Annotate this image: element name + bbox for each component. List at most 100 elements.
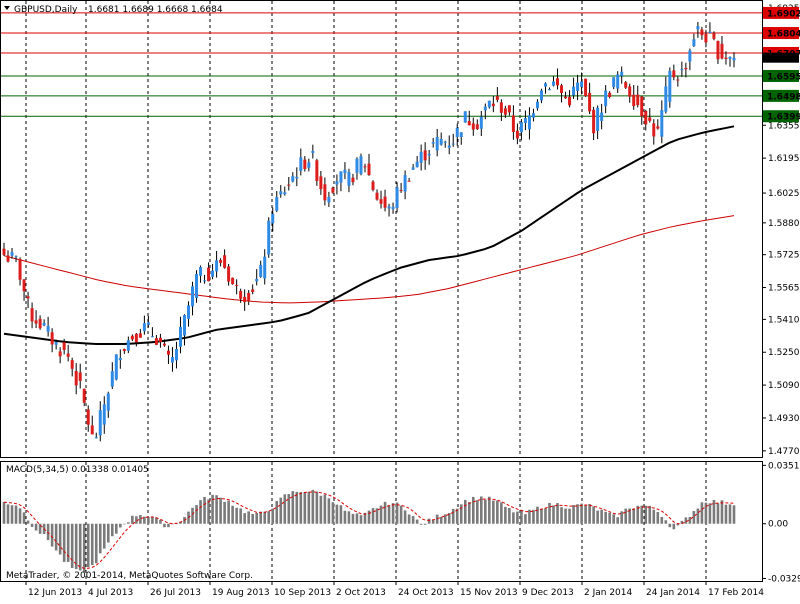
- macd-bar: [604, 511, 607, 524]
- macd-tick-label: 0.00: [768, 520, 788, 530]
- candle-body: [459, 132, 463, 138]
- candle-body: [539, 90, 543, 101]
- macd-bar: [528, 509, 531, 524]
- macd-bar: [700, 502, 704, 524]
- candle-body: [50, 332, 54, 345]
- candle-body: [154, 338, 158, 345]
- candle-body: [371, 181, 375, 190]
- candle-body: [231, 277, 235, 285]
- ma-slow-line: [3, 125, 735, 345]
- macd-bar: [532, 509, 535, 524]
- candle-body: [648, 117, 652, 121]
- triangle-down-icon[interactable]: [4, 6, 10, 10]
- macd-bar: [720, 500, 724, 524]
- macd-bar: [672, 523, 676, 530]
- candle-body: [146, 322, 150, 325]
- candle-body: [323, 184, 327, 201]
- macd-bar: [291, 491, 295, 524]
- candle-body: [431, 142, 435, 144]
- x-tick-label: 17 Feb 2014: [708, 588, 764, 598]
- macd-bar: [127, 522, 130, 524]
- macd-bar: [34, 523, 38, 531]
- candle-body: [724, 57, 728, 59]
- candle-body: [191, 286, 195, 307]
- candle-body: [235, 284, 239, 286]
- macd-bar: [644, 505, 648, 524]
- candle-body: [174, 348, 178, 361]
- macd-bar: [471, 496, 475, 524]
- candle-body: [688, 50, 692, 62]
- level-tags: 1.69021.68041.67071.65951.64981.63991.66…: [763, 6, 800, 123]
- candle-body: [624, 82, 628, 88]
- macd-bar: [536, 506, 539, 524]
- x-tick-label: 10 Sep 2013: [274, 588, 331, 598]
- candles: [2, 21, 736, 442]
- y-tick-label: 1.5725: [768, 251, 800, 261]
- macd-bar: [431, 520, 435, 524]
- macd-bar: [38, 523, 42, 534]
- candle-body: [439, 139, 443, 145]
- macd-bar: [62, 523, 66, 562]
- macd-bar: [548, 502, 551, 524]
- macd-bar: [287, 494, 291, 524]
- candle-body: [58, 351, 62, 357]
- candle-body: [523, 118, 527, 124]
- candle-body: [552, 81, 556, 86]
- candle-body: [732, 57, 736, 61]
- candle-body: [600, 112, 604, 121]
- macd-bar: [271, 508, 275, 524]
- macd-bar: [656, 512, 660, 524]
- candle-body: [628, 86, 632, 97]
- macd-bar: [680, 520, 684, 524]
- candle-body: [700, 29, 704, 36]
- candle-body: [367, 163, 371, 175]
- candle-body: [435, 137, 439, 151]
- macd-bar: [628, 508, 632, 524]
- macd-bar: [191, 507, 194, 524]
- candle-body: [636, 94, 640, 106]
- macd-tick-label: 0.03517: [768, 461, 800, 471]
- macd-bar: [283, 494, 287, 524]
- candle-body: [447, 145, 451, 148]
- macd-bar: [544, 508, 547, 524]
- macd-bar: [620, 511, 623, 524]
- candle-body: [728, 56, 732, 59]
- y-tick-label: 1.6355: [768, 121, 800, 131]
- candle-body: [684, 67, 688, 70]
- macd-bar: [179, 521, 182, 524]
- candle-body: [110, 371, 114, 387]
- candle-body: [644, 110, 648, 125]
- macd-bar: [14, 505, 18, 524]
- candle-body: [74, 370, 78, 386]
- candle-body: [195, 273, 199, 298]
- candle-body: [463, 111, 467, 123]
- macd-bar: [207, 499, 210, 524]
- candle-body: [319, 176, 323, 190]
- macd-bar: [596, 510, 599, 524]
- candle-body: [351, 177, 355, 183]
- macd-bar: [676, 523, 680, 526]
- macd-bar: [78, 523, 82, 571]
- candle-body: [415, 161, 419, 168]
- macd-bar: [263, 511, 267, 524]
- candle-body: [572, 86, 576, 96]
- macd-bar: [199, 500, 202, 524]
- candle-body: [138, 333, 142, 338]
- candle-body: [227, 266, 231, 282]
- candle-body: [632, 94, 636, 107]
- level-tag: [763, 27, 799, 40]
- candle-body: [423, 150, 427, 161]
- macd-bar: [504, 506, 507, 524]
- macd-bar: [560, 507, 563, 524]
- candle-body: [515, 130, 519, 139]
- candle-body: [42, 322, 46, 326]
- ma-fast-line: [3, 215, 735, 304]
- candle-body: [259, 264, 263, 277]
- macd-bar: [419, 523, 423, 525]
- candle-body: [680, 69, 684, 71]
- candle-body: [106, 393, 110, 411]
- level-tag-label: 1.6399: [767, 113, 800, 123]
- vertical-gridlines: [25, 1, 707, 581]
- candle-body: [483, 106, 487, 111]
